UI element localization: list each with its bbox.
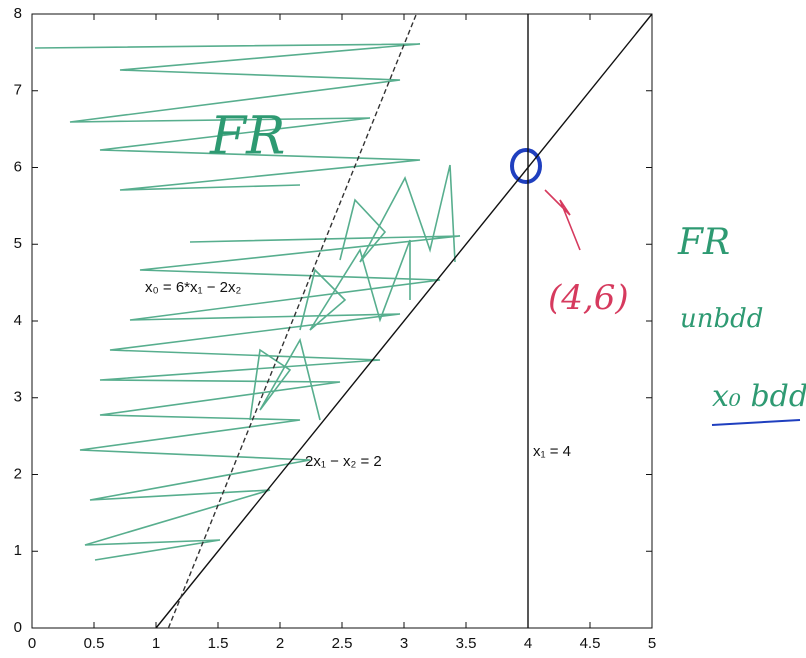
y-tick-label: 8 [14,5,22,22]
handwriting: (4,6) [548,278,629,318]
x-tick-label: 1.5 [208,635,229,652]
y-tick-label: 1 [14,542,22,559]
chart: 0 0.5 1 1.5 2 2.5 3 3.5 4 4.5 5 0 1 2 3 4 5 6 7 8 x₀ = 6*x₁ … [0,0,806,658]
arrow [545,190,580,250]
x-tick-label: 1 [152,635,160,652]
scribble [250,340,320,420]
circled-point [512,150,540,182]
x-tick-label: 0.5 [84,635,105,652]
x-tick-label: 4.5 [580,635,601,652]
x-tick-label: 2.5 [332,635,353,652]
handwriting: FR [209,107,285,167]
y-tick-label: 2 [14,465,22,482]
line [168,14,416,628]
handwriting: FR [677,222,730,263]
x-tick-label: 0 [28,635,36,652]
x-tick-label: 4 [524,635,532,652]
annotation: x₀ = 6*x₁ − 2x₂ [145,279,241,296]
handwriting: x₀ bdd [712,379,806,414]
y-tick-label: 7 [14,82,22,99]
y-tick-label: 5 [14,235,22,252]
x-tick-label: 5 [648,635,656,652]
annotation: 2x₁ − x₂ = 2 [305,453,382,470]
handwriting: unbdd [680,304,763,334]
y-tick-label: 6 [14,158,22,175]
underline [712,420,800,425]
annotation: x₁ = 4 [533,443,571,460]
x-tick-label: 2 [276,635,284,652]
y-tick-label: 0 [14,619,22,636]
x-tick-label: 3 [400,635,408,652]
y-tick-label: 3 [14,389,22,406]
y-tick-label: 4 [14,312,22,329]
x-tick-label: 3.5 [456,635,477,652]
